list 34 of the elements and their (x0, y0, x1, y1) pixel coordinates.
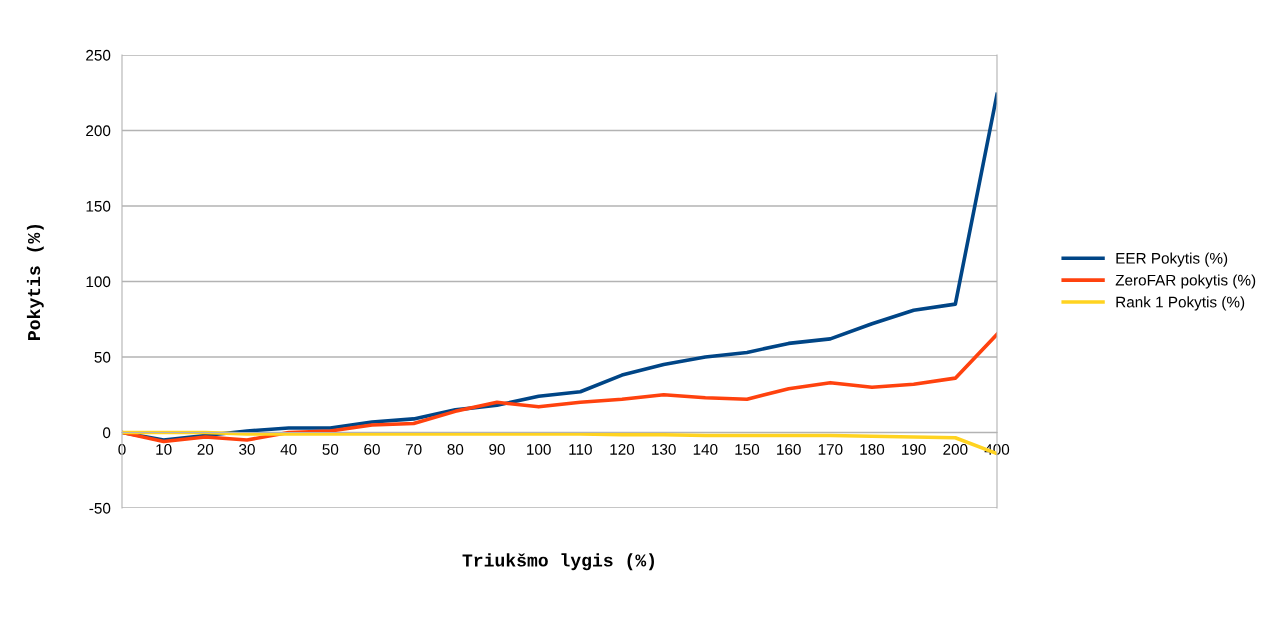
y-axis-title: Pokytis (%) (26, 224, 44, 340)
x-tick-label: 170 (818, 444, 843, 455)
legend-label: ZeroFAR pokytis (%) (1115, 274, 1256, 289)
x-tick-label: 140 (693, 444, 718, 455)
x-tick-label: 30 (239, 444, 255, 455)
x-tick-label: 110 (569, 444, 592, 455)
x-tick-label: 0 (118, 444, 126, 455)
legend-label: EER Pokytis (%) (1116, 252, 1228, 267)
x-tick-label: 70 (405, 444, 422, 455)
x-tick-label: 60 (364, 444, 380, 455)
y-tick-label: 200 (86, 125, 111, 137)
x-tick-label: 40 (280, 444, 297, 455)
x-tick-label: 200 (943, 444, 968, 455)
x-tick-label: 10 (156, 444, 172, 455)
x-tick-label: 80 (447, 444, 464, 455)
x-tick-label: 120 (610, 444, 635, 455)
y-tick-label: 150 (86, 200, 111, 212)
y-tick-label: 0 (102, 427, 111, 439)
x-tick-label: 180 (860, 444, 885, 455)
x-tick-label: 100 (527, 444, 551, 455)
y-tick-label: 50 (94, 351, 111, 363)
legend-label: Rank 1 Pokytis (%) (1116, 296, 1245, 311)
x-tick-label: 20 (197, 444, 214, 455)
line-series (122, 332, 997, 444)
y-tick-label: -50 (89, 502, 111, 514)
x-tick-label: 50 (322, 444, 339, 455)
x-tick-label: 150 (735, 444, 760, 455)
x-tick-label: 90 (489, 444, 505, 455)
x-axis-title: Triukšmo lygis (%) (462, 553, 654, 571)
y-tick-label: 250 (86, 49, 111, 61)
x-tick-label: 130 (652, 444, 676, 455)
x-tick-label: 190 (902, 444, 926, 455)
y-tick-label: 100 (86, 276, 111, 288)
x-tick-label: 160 (777, 444, 801, 455)
